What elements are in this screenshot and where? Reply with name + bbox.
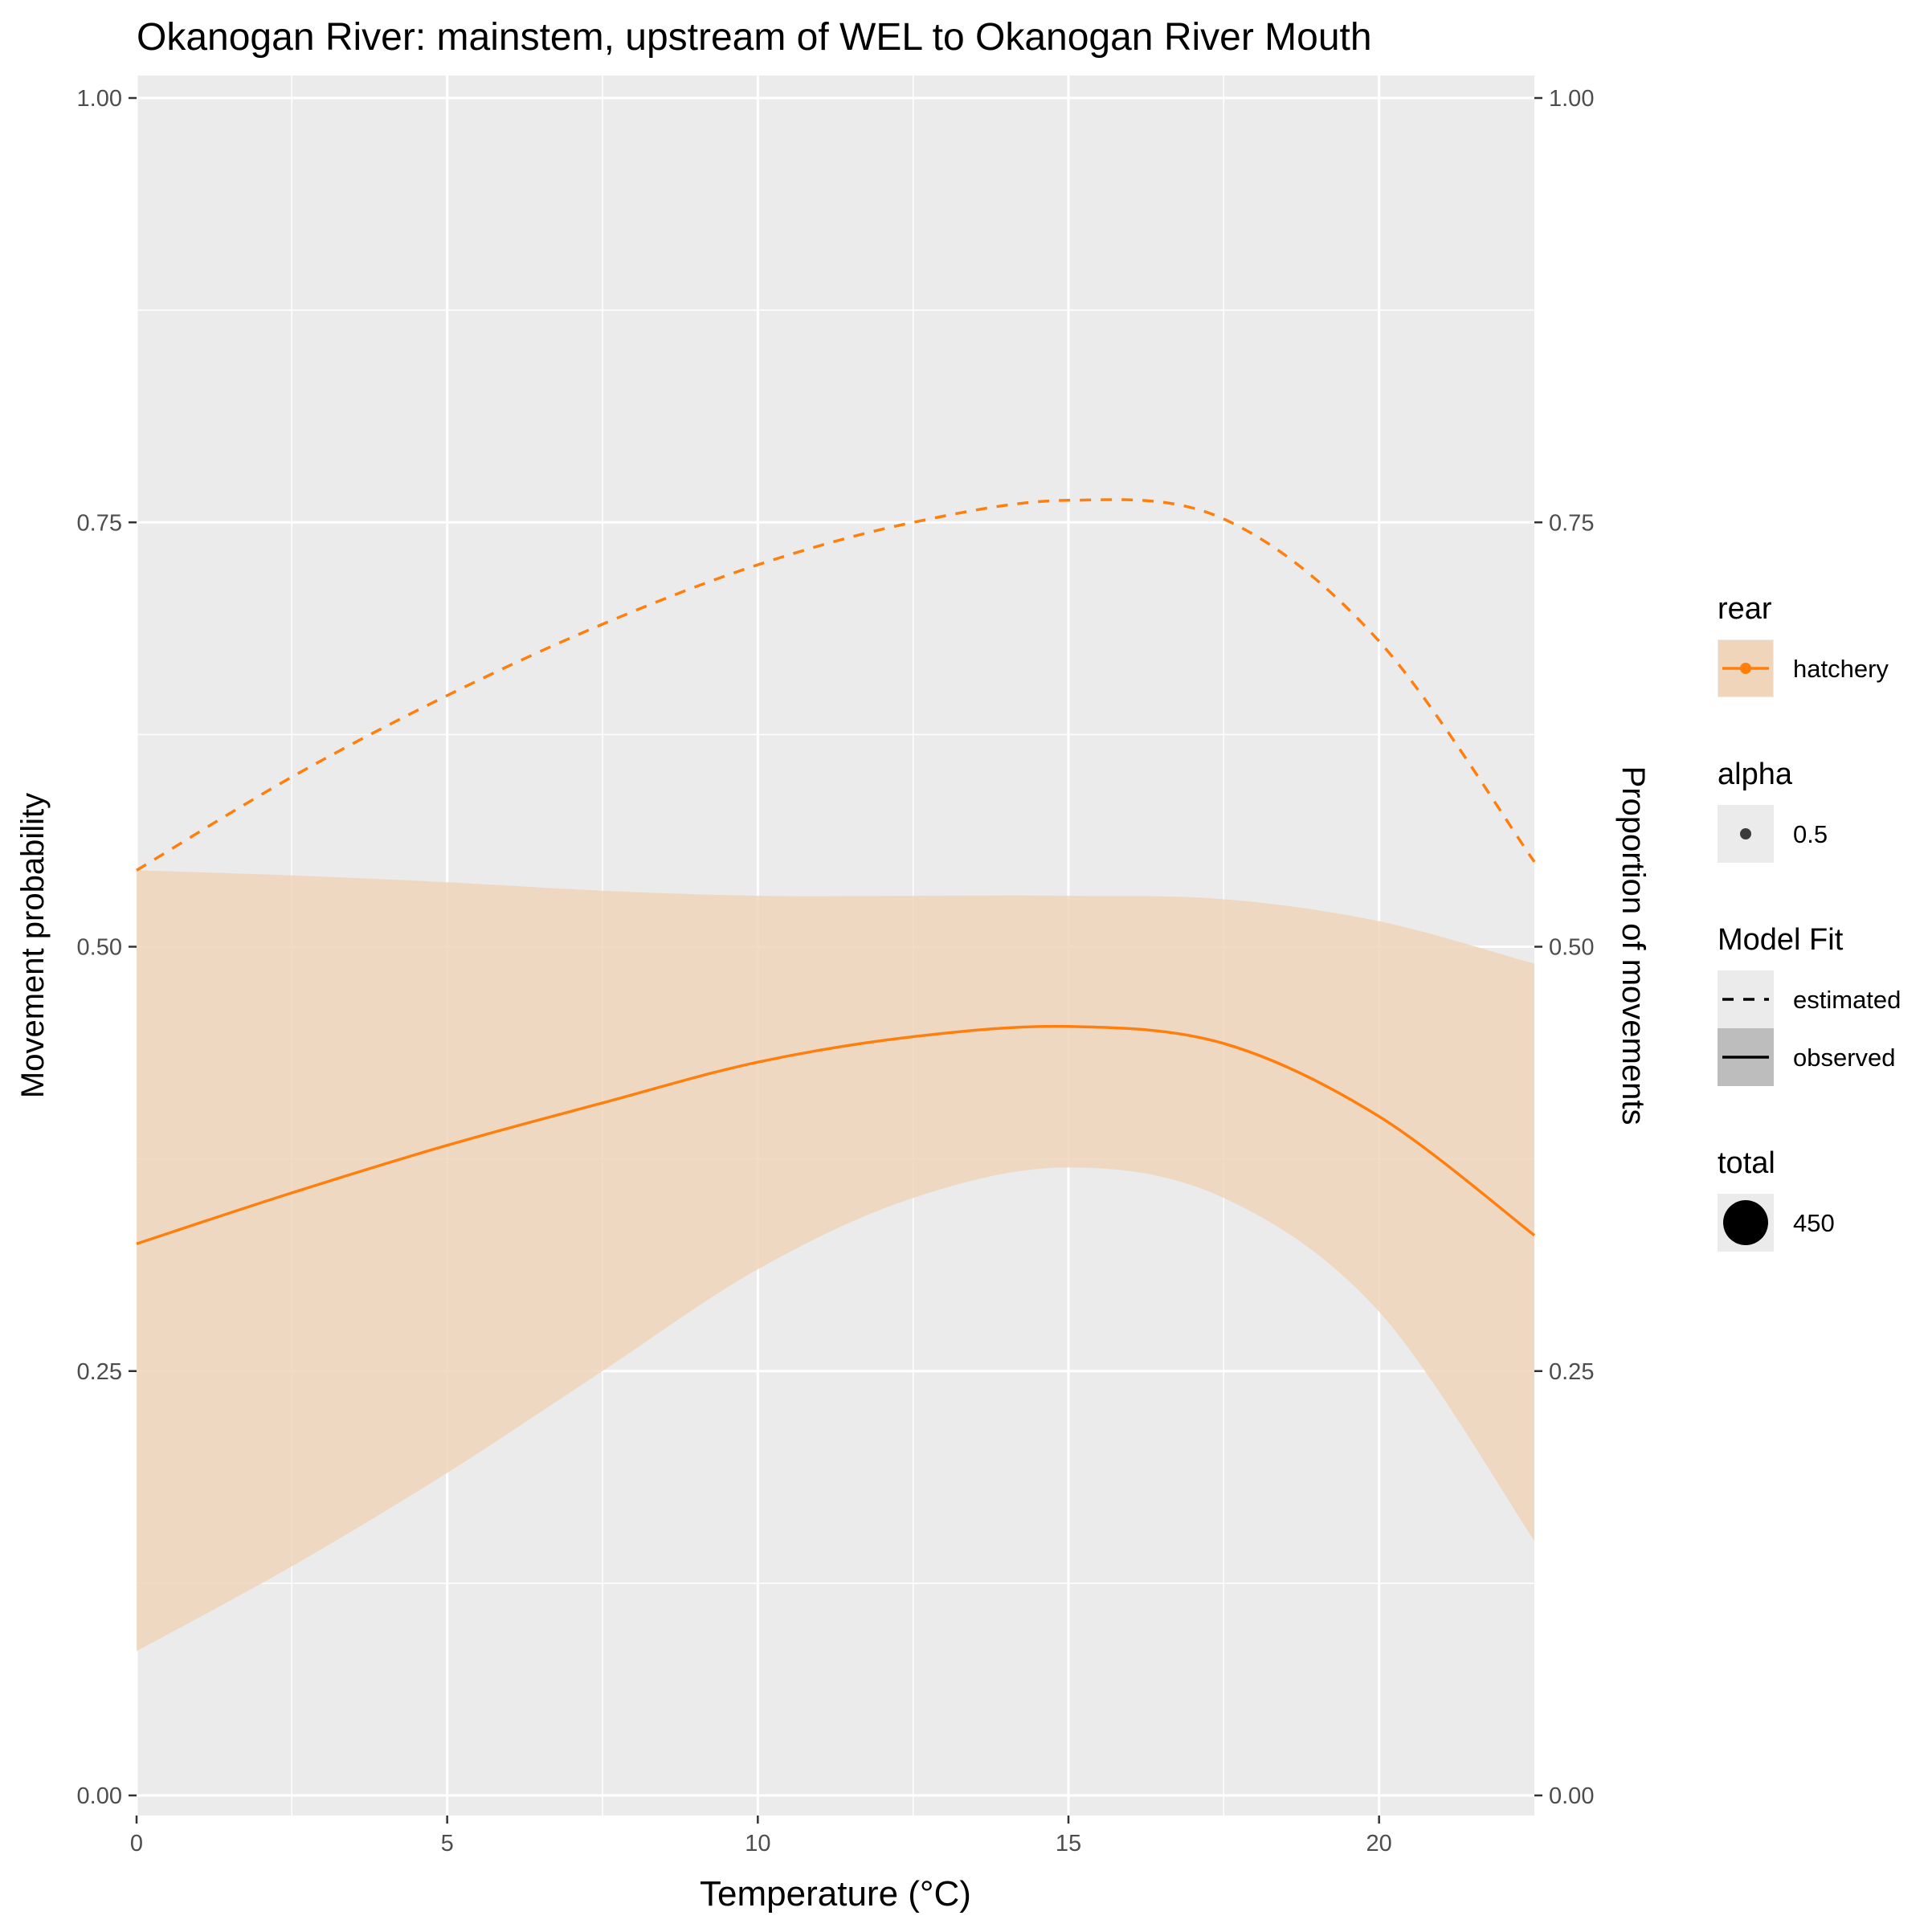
legend: rear hatchery alpha 0.5 Model Fit estimated ob… (1718, 592, 1901, 1252)
chart-title: Okanogan River: mainstem, upstream of WE… (137, 16, 1372, 59)
y-tick-label-left: 1.00 (77, 86, 122, 112)
y-axis-title-right: Proportion of movements (1616, 766, 1651, 1125)
y-tick-label-left: 0.75 (77, 510, 122, 536)
legend-title-model-fit: Model Fit (1718, 923, 1844, 957)
y-axis-title-left: Movement probability (15, 793, 51, 1098)
legend-point-icon (1740, 663, 1751, 674)
x-tick-label: 0 (130, 1831, 143, 1856)
y-axis-right: 0.00 0.25 0.50 0.75 1.00 (1534, 86, 1594, 1809)
y-tick-label-right: 0.25 (1549, 1359, 1594, 1385)
y-tick-label-right: 0.75 (1549, 510, 1594, 536)
series-line-estimated (136, 498, 1536, 872)
x-axis: 0 5 10 15 20 (130, 1816, 1392, 1856)
legend-title-total: total (1718, 1146, 1775, 1180)
y-tick-label-right: 1.00 (1549, 86, 1594, 112)
x-tick-label: 20 (1366, 1831, 1392, 1856)
legend-item-label: hatchery (1793, 655, 1889, 683)
legend-title-rear: rear (1718, 592, 1772, 626)
y-axis-left: 0.00 0.25 0.50 0.75 1.00 (77, 86, 137, 1809)
y-tick-label-left: 0.00 (77, 1783, 122, 1809)
observed-confidence-ribbon (137, 870, 1534, 1652)
series-line-observed (136, 1024, 1536, 1245)
legend-small-point-icon (1740, 828, 1751, 839)
series-lines (136, 498, 1536, 1245)
y-tick-label-left: 0.50 (77, 935, 122, 961)
x-tick-label: 15 (1056, 1831, 1081, 1856)
legend-title-alpha: alpha (1718, 758, 1793, 791)
legend-item-label: observed (1793, 1044, 1896, 1072)
x-axis-title: Temperature (°C) (700, 1874, 971, 1914)
y-tick-label-left: 0.25 (77, 1359, 122, 1385)
y-tick-label-right: 0.00 (1549, 1783, 1594, 1809)
legend-item-label: 0.5 (1793, 820, 1828, 848)
y-tick-label-right: 0.50 (1549, 935, 1594, 961)
x-tick-label: 5 (441, 1831, 454, 1856)
legend-large-point-icon (1723, 1200, 1768, 1245)
x-tick-label: 10 (745, 1831, 770, 1856)
legend-item-label: 450 (1793, 1209, 1835, 1237)
legend-item-label: estimated (1793, 986, 1901, 1014)
